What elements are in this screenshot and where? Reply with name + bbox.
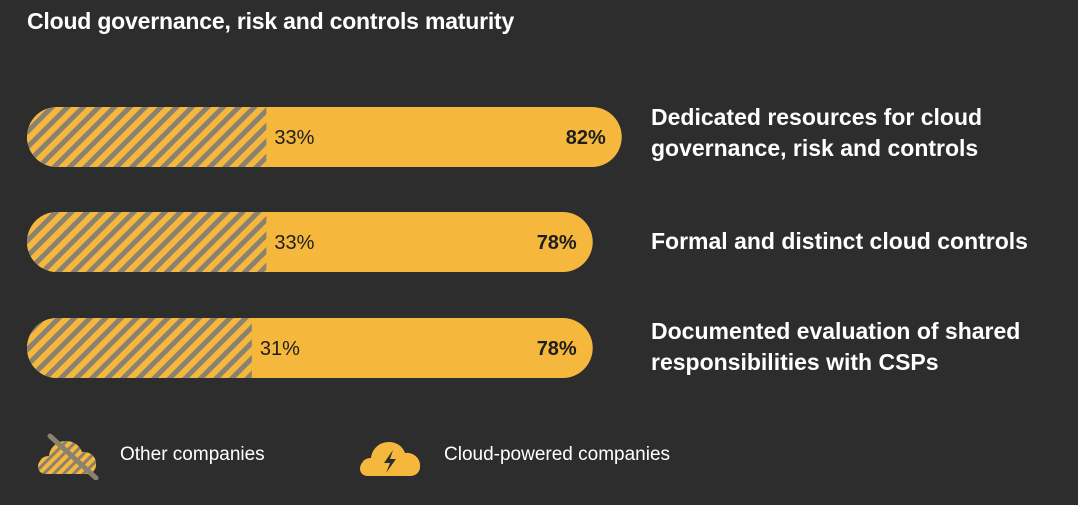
value-label-other-2: 33%: [274, 232, 314, 254]
cloud-lightning-icon: [360, 442, 421, 476]
value-label-other-1: 33%: [274, 127, 314, 149]
value-label-cloud-2: 78%: [537, 232, 577, 254]
category-label-2-line-1: Formal and distinct cloud controls: [651, 228, 1028, 254]
legend-label-cloud: Cloud-powered companies: [444, 444, 671, 465]
value-label-cloud-1: 82%: [566, 127, 606, 149]
category-label-3: Documented evaluation of shared responsi…: [651, 316, 1071, 378]
category-label-3-line-1: Documented evaluation of shared: [651, 318, 1021, 344]
cloud-crossed-icon: [38, 433, 99, 480]
category-label-1-line-2: governance, risk and controls: [651, 135, 979, 161]
legend-other-companies: Other companies: [36, 430, 265, 480]
legend-label-other: Other companies: [120, 444, 265, 465]
bar-other-companies-2: [27, 212, 267, 272]
category-label-1-line-1: Dedicated resources for cloud: [651, 104, 983, 130]
category-label-2: Formal and distinct cloud controls: [651, 226, 1071, 257]
chart-title: Cloud governance, risk and controls matu…: [27, 8, 515, 34]
bar-other-companies-3: [27, 318, 252, 378]
value-label-cloud-3: 78%: [537, 338, 577, 360]
legend-cloud-powered-companies: Cloud-powered companies: [358, 430, 670, 480]
category-label-3-line-2: responsibilities with CSPs: [651, 349, 939, 375]
value-label-other-3: 31%: [260, 338, 300, 360]
category-label-1: Dedicated resources for cloud governance…: [651, 102, 1071, 164]
bar-other-companies-1: [27, 107, 267, 167]
